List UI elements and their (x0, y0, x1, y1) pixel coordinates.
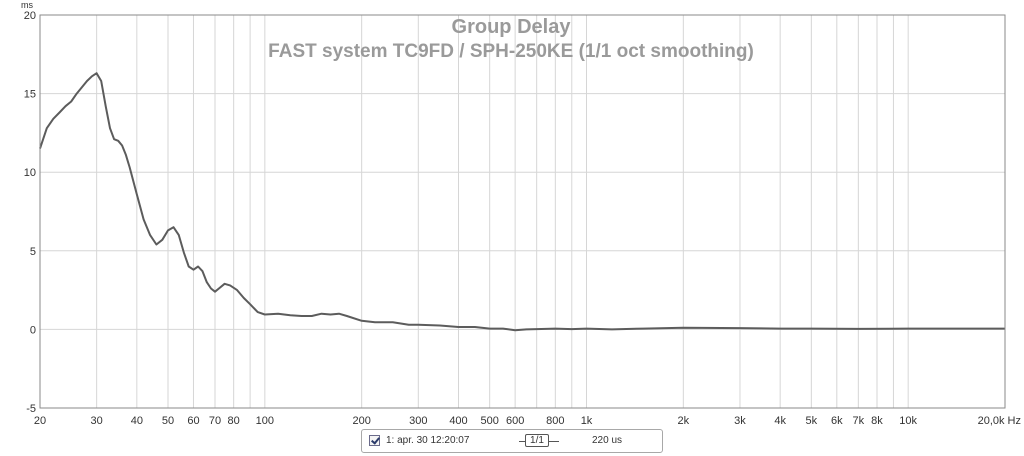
legend-offset: 220 us (592, 435, 623, 446)
x-tick-label: 600 (506, 415, 524, 427)
y-tick-label: -5 (26, 403, 36, 415)
x-tick-label: 3k (734, 415, 746, 427)
y-tick-label: 0 (30, 324, 36, 336)
x-tick-label: 4k (774, 415, 786, 427)
x-tick-label: 400 (449, 415, 467, 427)
x-tick-label: 100 (256, 415, 274, 427)
x-tick-label: 80 (228, 415, 240, 427)
chart-subtitle: FAST system TC9FD / SPH-250KE (1/1 oct s… (268, 41, 754, 62)
y-axis-unit: ms (21, 0, 33, 10)
title-layer: Group Delay FAST system TC9FD / SPH-250K… (268, 16, 754, 62)
plot-frame (39, 14, 1006, 409)
x-tick-label: 500 (480, 415, 498, 427)
x-tick-label: 5k (806, 415, 818, 427)
x-tick-label: 20 (34, 415, 46, 427)
x-tick-label: 50 (162, 415, 174, 427)
y-tick-label: 10 (24, 167, 36, 179)
x-tick-label: 40 (131, 415, 143, 427)
legend-smoothing-button[interactable]: 1/1 (525, 434, 549, 447)
x-axis-ticks: 20 30 40 50 60 70 80 100 200 300 400 500 600 800 1k 2k 3… (34, 415, 1021, 427)
y-tick-label: 15 (24, 89, 36, 101)
x-tick-label: 6k (831, 415, 843, 427)
y-tick-label: 20 (24, 10, 36, 22)
x-tick-label: 800 (546, 415, 564, 427)
x-tick-label: 8k (871, 415, 883, 427)
x-tick-label: 1k (581, 415, 593, 427)
y-tick-label: 5 (30, 246, 36, 258)
legend-box: 1: apr. 30 12:20:07 1/1 220 us (361, 429, 663, 453)
x-tick-label: 2k (678, 415, 690, 427)
x-tick-label: 30 (91, 415, 103, 427)
legend-checkbox[interactable] (369, 435, 380, 446)
series-layer (39, 72, 1005, 332)
x-tick-label: 70 (209, 415, 221, 427)
legend-label: 1: apr. 30 12:20:07 (386, 435, 470, 446)
y-axis-ticks: -5 0 5 10 15 20 (24, 10, 36, 415)
x-tick-label: 10k (899, 415, 917, 427)
chart-title: Group Delay (452, 16, 572, 38)
plot-area (39, 14, 1006, 409)
x-tick-label: 60 (187, 415, 199, 427)
x-tick-label: 200 (352, 415, 370, 427)
x-tick-label: 300 (409, 415, 427, 427)
x-tick-label: 7k (853, 415, 865, 427)
x-tick-label: 20,0k Hz (978, 415, 1021, 427)
group-delay-series-line (39, 72, 1005, 332)
